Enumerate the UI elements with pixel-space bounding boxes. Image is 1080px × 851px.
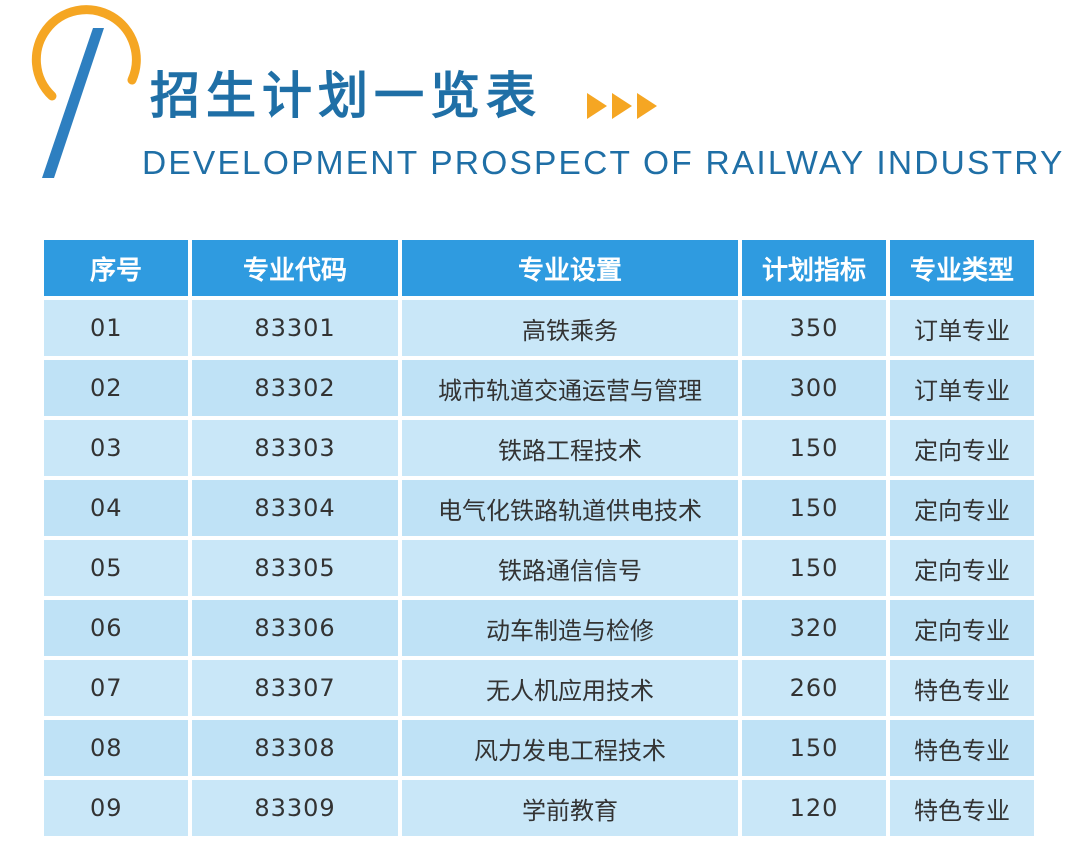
cell-type: 定向专业 <box>890 600 1034 656</box>
cell-type: 订单专业 <box>890 300 1034 356</box>
cell-type: 定向专业 <box>890 540 1034 596</box>
header-major: 专业设置 <box>402 240 738 296</box>
cell-quota: 150 <box>742 420 886 476</box>
cell-type: 特色专业 <box>890 660 1034 716</box>
table-row: 07 83307 无人机应用技术 260 特色专业 <box>44 660 1034 716</box>
table-row: 04 83304 电气化铁路轨道供电技术 150 定向专业 <box>44 480 1034 536</box>
cell-quota: 300 <box>742 360 886 416</box>
cell-quota: 150 <box>742 540 886 596</box>
cell-code: 83306 <box>192 600 398 656</box>
table-row: 02 83302 城市轨道交通运营与管理 300 订单专业 <box>44 360 1034 416</box>
cell-seq: 03 <box>44 420 188 476</box>
cell-quota: 120 <box>742 780 886 836</box>
cell-code: 83307 <box>192 660 398 716</box>
table-row: 08 83308 风力发电工程技术 150 特色专业 <box>44 720 1034 776</box>
triple-arrow-icon <box>587 93 657 119</box>
cell-type: 定向专业 <box>890 420 1034 476</box>
cell-type: 特色专业 <box>890 720 1034 776</box>
cell-code: 83302 <box>192 360 398 416</box>
cell-major: 高铁乘务 <box>402 300 738 356</box>
cell-major: 铁路工程技术 <box>402 420 738 476</box>
page-title: 招生计划一览表 <box>150 67 542 125</box>
table-row: 01 83301 高铁乘务 350 订单专业 <box>44 300 1034 356</box>
cell-code: 83304 <box>192 480 398 536</box>
cell-seq: 05 <box>44 540 188 596</box>
table-row: 03 83303 铁路工程技术 150 定向专业 <box>44 420 1034 476</box>
table-row: 05 83305 铁路通信信号 150 定向专业 <box>44 540 1034 596</box>
cell-major: 学前教育 <box>402 780 738 836</box>
cell-seq: 04 <box>44 480 188 536</box>
cell-major: 铁路通信信号 <box>402 540 738 596</box>
cell-seq: 09 <box>44 780 188 836</box>
header-seq: 序号 <box>44 240 188 296</box>
cell-code: 83303 <box>192 420 398 476</box>
header-type: 专业类型 <box>890 240 1034 296</box>
cell-code: 83309 <box>192 780 398 836</box>
header-quota: 计划指标 <box>742 240 886 296</box>
cell-seq: 02 <box>44 360 188 416</box>
cell-type: 特色专业 <box>890 780 1034 836</box>
enrollment-plan-table: 序号 专业代码 专业设置 计划指标 专业类型 01 83301 高铁乘务 350… <box>40 236 1038 840</box>
cell-major: 无人机应用技术 <box>402 660 738 716</box>
page-header: 招生计划一览表 DEVELOPMENT PROSPECT OF RAILWAY … <box>0 0 1080 220</box>
cell-major: 城市轨道交通运营与管理 <box>402 360 738 416</box>
table-row: 06 83306 动车制造与检修 320 定向专业 <box>44 600 1034 656</box>
cell-quota: 320 <box>742 600 886 656</box>
cell-quota: 150 <box>742 720 886 776</box>
table-row: 09 83309 学前教育 120 特色专业 <box>44 780 1034 836</box>
cell-code: 83308 <box>192 720 398 776</box>
cell-quota: 350 <box>742 300 886 356</box>
title-decoration-icon <box>31 5 141 178</box>
cell-seq: 01 <box>44 300 188 356</box>
cell-type: 定向专业 <box>890 480 1034 536</box>
cell-code: 83305 <box>192 540 398 596</box>
page-subtitle: DEVELOPMENT PROSPECT OF RAILWAY INDUSTRY <box>142 145 1065 182</box>
cell-major: 风力发电工程技术 <box>402 720 738 776</box>
cell-quota: 260 <box>742 660 886 716</box>
cell-major: 动车制造与检修 <box>402 600 738 656</box>
table-header-row: 序号 专业代码 专业设置 计划指标 专业类型 <box>44 240 1034 296</box>
cell-quota: 150 <box>742 480 886 536</box>
cell-type: 订单专业 <box>890 360 1034 416</box>
cell-seq: 06 <box>44 600 188 656</box>
cell-seq: 07 <box>44 660 188 716</box>
cell-seq: 08 <box>44 720 188 776</box>
cell-code: 83301 <box>192 300 398 356</box>
header-code: 专业代码 <box>192 240 398 296</box>
cell-major: 电气化铁路轨道供电技术 <box>402 480 738 536</box>
